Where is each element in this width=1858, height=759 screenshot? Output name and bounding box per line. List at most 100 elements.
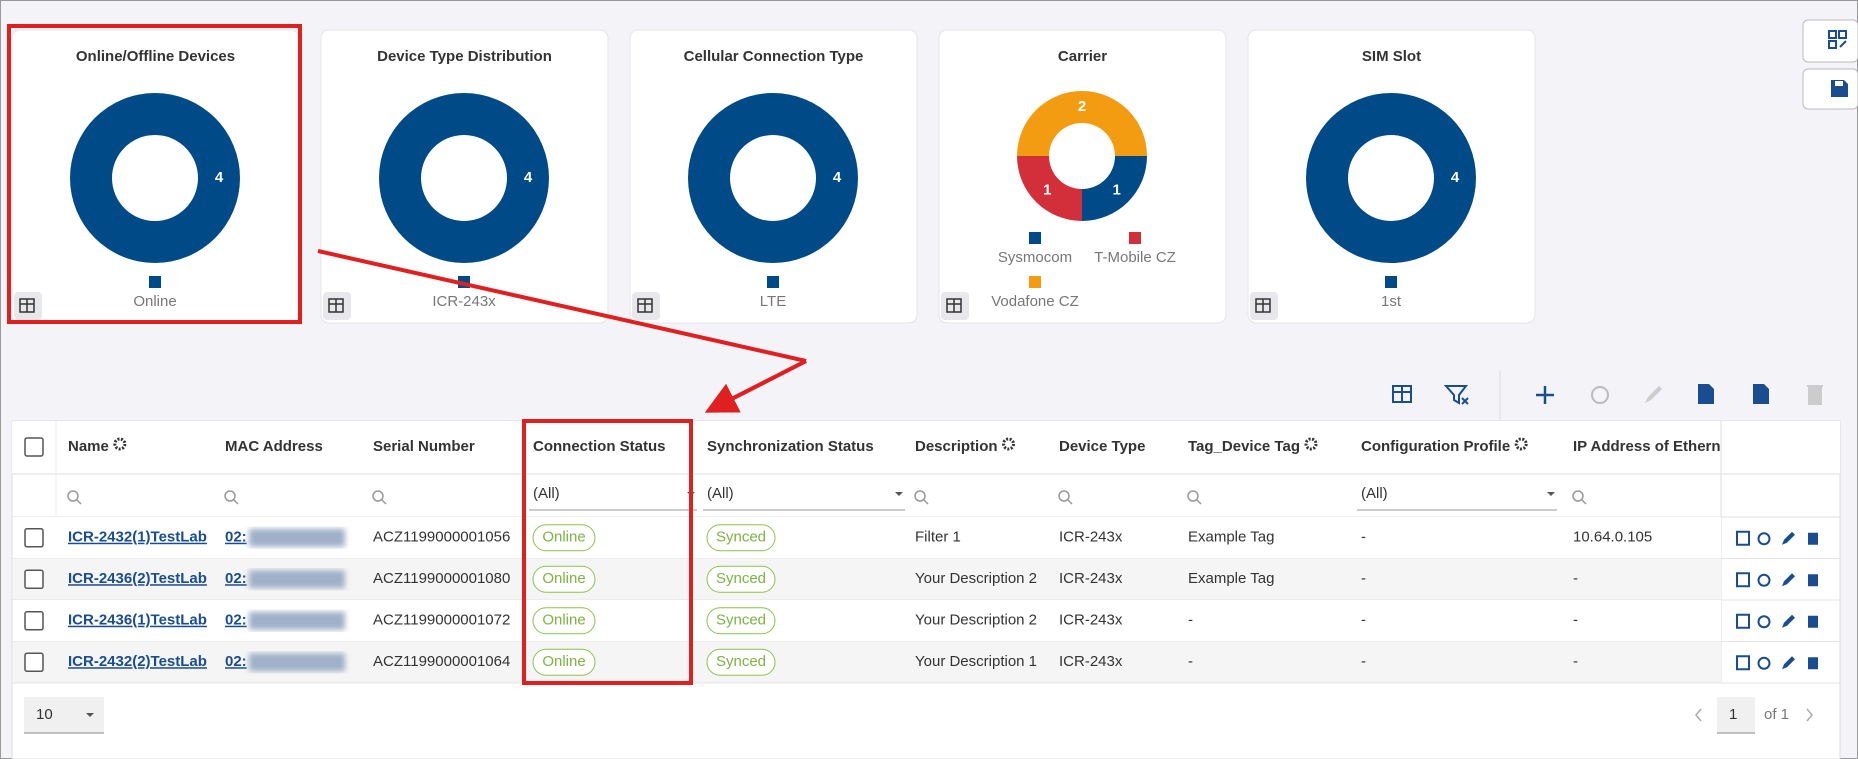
row-config-icon[interactable] (1736, 613, 1750, 629)
row-checkbox[interactable] (24, 611, 44, 631)
status-text: Online (542, 653, 585, 670)
delete-icon[interactable] (1807, 385, 1823, 405)
legend-label[interactable]: Online (133, 293, 176, 310)
search-icon (1058, 490, 1070, 502)
device-name-link[interactable]: ICR-2432(1)TestLab (68, 529, 207, 546)
export-icon[interactable] (1753, 384, 1769, 404)
mac-address[interactable]: 02: (225, 612, 247, 629)
row-sync-icon[interactable] (1757, 532, 1771, 546)
reset-icon[interactable] (1591, 386, 1609, 404)
legend-swatch[interactable] (1029, 232, 1041, 244)
card-table-button[interactable] (323, 292, 351, 320)
filter-select[interactable]: (All) (1361, 485, 1388, 502)
mac-address[interactable]: 02: (225, 570, 247, 587)
page-input[interactable] (1717, 697, 1755, 733)
mac-address[interactable]: 02: (225, 653, 247, 670)
row-config-icon[interactable] (1736, 655, 1750, 671)
column-header[interactable]: Configuration Profile (1361, 438, 1510, 455)
column-settings-icon[interactable] (1002, 437, 1016, 451)
edit-icon[interactable] (1645, 386, 1662, 403)
highlight-box (522, 419, 693, 685)
cards: Online/Offline Devices 4 Online Device Type… (11, 29, 1536, 324)
prev-page[interactable] (1695, 708, 1702, 722)
legend-label[interactable]: Vodafone CZ (991, 293, 1079, 310)
card-background (629, 29, 918, 324)
donut-slice (1017, 156, 1082, 221)
legend-swatch[interactable] (1029, 276, 1041, 288)
column-header[interactable]: Description (915, 438, 998, 455)
cell-text: ICR-243x (1059, 612, 1123, 629)
card-table-icon (1255, 298, 1271, 313)
row-config-icon[interactable] (1736, 530, 1750, 546)
filter-select[interactable]: (All) (707, 485, 734, 502)
legend-label[interactable]: ICR-243x (432, 293, 496, 310)
column-header[interactable]: Device Type (1059, 438, 1145, 455)
clear-filter-icon[interactable] (1443, 385, 1469, 405)
status-text: Synced (716, 529, 766, 546)
row-edit-icon[interactable] (1782, 656, 1795, 670)
filter-select[interactable]: (All) (533, 485, 560, 502)
column-header[interactable]: MAC Address (225, 438, 323, 455)
card-title: SIM Slot (1362, 48, 1421, 65)
legend-label[interactable]: Sysmocom (998, 249, 1072, 266)
device-name-link[interactable]: ICR-2432(2)TestLab (68, 653, 207, 670)
row-edit-icon[interactable] (1782, 531, 1795, 545)
card-table-button[interactable] (632, 292, 660, 320)
column-header[interactable]: Tag_Device Tag (1188, 438, 1300, 455)
legend-swatch[interactable] (1385, 276, 1397, 288)
add-icon[interactable] (1536, 386, 1554, 404)
legend-label[interactable]: LTE (760, 293, 786, 310)
row-delete-icon[interactable] (1808, 657, 1818, 670)
import-icon[interactable] (1698, 384, 1714, 404)
save-button[interactable] (1802, 68, 1858, 110)
device-name-link[interactable]: ICR-2436(1)TestLab (68, 612, 207, 629)
row-edit-icon[interactable] (1782, 573, 1795, 587)
status-badge (706, 648, 776, 676)
status-text: Synced (716, 653, 766, 670)
chart-card: Online/Offline Devices 4 Online (11, 29, 300, 324)
table-row: ICR-2436(1)TestLab 02: ACZ1199000001072 Onl… (12, 600, 1840, 642)
row-sync-icon[interactable] (1757, 573, 1771, 587)
column-header[interactable]: Synchronization Status (707, 438, 874, 455)
next-page[interactable] (1806, 708, 1813, 722)
row-sync-icon[interactable] (1757, 656, 1771, 670)
row-checkbox[interactable] (24, 569, 44, 589)
mac-blurred (249, 528, 345, 547)
legend-swatch[interactable] (1129, 232, 1141, 244)
page-size: 10 (36, 706, 53, 723)
mac-address[interactable]: 02: (225, 529, 247, 546)
row-checkbox[interactable] (24, 528, 44, 548)
column-header[interactable]: IP Address of Ethern (1573, 438, 1721, 455)
legend-label[interactable]: 1st (1381, 293, 1402, 310)
row-checkbox[interactable] (24, 652, 44, 672)
status-text: Synced (716, 612, 766, 629)
row-delete-icon[interactable] (1808, 574, 1818, 587)
refresh-table-icon[interactable] (1392, 385, 1412, 403)
card-table-button[interactable] (14, 292, 42, 320)
column-header[interactable]: Serial Number (373, 438, 475, 455)
search-icon-handle (76, 499, 82, 505)
legend-label[interactable]: T-Mobile CZ (1094, 249, 1176, 266)
cell-text: - (1573, 612, 1578, 629)
cell-text: 10.64.0.105 (1573, 529, 1652, 546)
column-settings-icon[interactable] (1304, 437, 1318, 451)
row-config-icon[interactable] (1736, 572, 1750, 588)
card-table-button[interactable] (1250, 292, 1278, 320)
toolbar (1392, 370, 1823, 420)
column-settings-icon[interactable] (113, 437, 127, 451)
page-total: of 1 (1764, 706, 1789, 723)
mac-blurred (249, 653, 345, 672)
legend-swatch[interactable] (767, 276, 779, 288)
column-header[interactable]: Name (68, 438, 109, 455)
column-header[interactable]: Connection Status (533, 438, 666, 455)
device-name-link[interactable]: ICR-2436(2)TestLab (68, 570, 207, 587)
legend-swatch[interactable] (149, 276, 161, 288)
row-delete-icon[interactable] (1808, 532, 1818, 545)
card-table-button[interactable] (941, 292, 969, 320)
cell-text: - (1188, 612, 1193, 629)
row-sync-icon[interactable] (1757, 615, 1771, 629)
row-edit-icon[interactable] (1782, 614, 1795, 628)
row-delete-icon[interactable] (1808, 615, 1818, 628)
row-checkbox[interactable] (24, 437, 44, 457)
column-settings-icon[interactable] (1514, 437, 1528, 451)
